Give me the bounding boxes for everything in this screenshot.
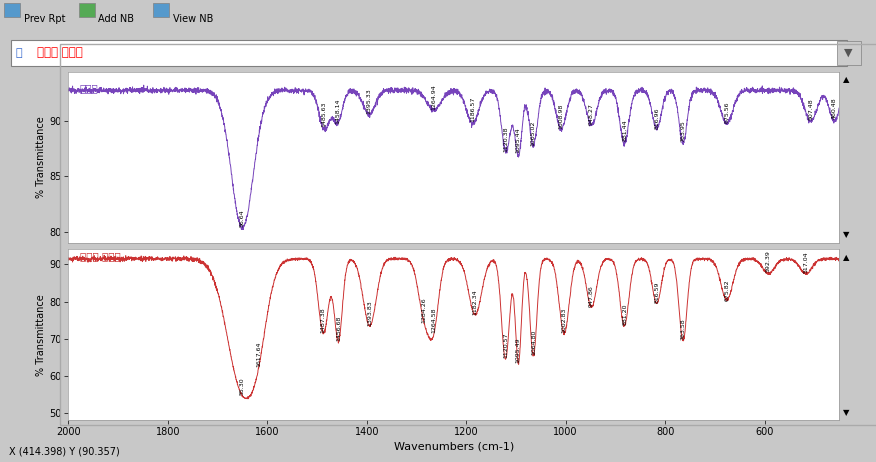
Text: 460.48: 460.48 (831, 97, 837, 119)
Text: Add NB: Add NB (98, 14, 134, 24)
Text: 1485.63: 1485.63 (321, 102, 327, 127)
Text: 마진돌 표준품: 마진돌 표준품 (37, 46, 82, 60)
Text: 1458.14: 1458.14 (336, 98, 340, 124)
Text: 1120.38: 1120.38 (504, 127, 508, 152)
Text: 1395.33: 1395.33 (366, 88, 371, 114)
Text: 마진돌 표준품: 마진돌 표준품 (80, 251, 121, 261)
FancyBboxPatch shape (79, 3, 95, 17)
Text: 816.96: 816.96 (654, 108, 660, 129)
Text: 마진돌: 마진돌 (80, 84, 99, 94)
Text: ▲: ▲ (843, 75, 849, 84)
Text: 675.56: 675.56 (724, 101, 730, 122)
FancyBboxPatch shape (153, 3, 169, 17)
Text: 948.27: 948.27 (589, 103, 594, 124)
Text: 1008.98: 1008.98 (559, 104, 563, 129)
Text: ▼: ▼ (844, 48, 852, 58)
Text: ▼: ▼ (843, 408, 849, 417)
Text: 1393.83: 1393.83 (367, 300, 372, 326)
Text: 881.44: 881.44 (622, 120, 627, 141)
Text: 1002.83: 1002.83 (562, 307, 567, 333)
X-axis label: Wavenumbers (cm-1): Wavenumbers (cm-1) (393, 442, 514, 451)
Text: 1487.38: 1487.38 (321, 307, 326, 333)
Text: 1264.58: 1264.58 (432, 307, 436, 333)
Text: 1182.34: 1182.34 (472, 289, 477, 315)
Text: Prev Rpt: Prev Rpt (24, 14, 65, 24)
Text: 1456.68: 1456.68 (336, 315, 341, 340)
Text: 763.95: 763.95 (681, 120, 686, 142)
FancyBboxPatch shape (4, 3, 20, 17)
Text: 592.39: 592.39 (766, 250, 771, 272)
Text: 675.82: 675.82 (724, 279, 730, 301)
Text: 1095.44: 1095.44 (516, 128, 520, 153)
Text: 1617.64: 1617.64 (256, 342, 261, 367)
Text: 763.58: 763.58 (681, 319, 686, 340)
FancyBboxPatch shape (11, 40, 847, 67)
Text: X (414.398) Y (90.357): X (414.398) Y (90.357) (9, 447, 119, 457)
Text: 816.59: 816.59 (654, 282, 660, 304)
Text: 55.30: 55.30 (240, 377, 245, 395)
Text: 1284.26: 1284.26 (422, 298, 427, 323)
Text: 56.64: 56.64 (240, 210, 245, 227)
Text: 517.04: 517.04 (803, 252, 809, 274)
Text: View NB: View NB (173, 14, 213, 24)
Y-axis label: % Transmittance: % Transmittance (36, 294, 46, 376)
Text: 1065.02: 1065.02 (531, 121, 536, 146)
Text: 1120.57: 1120.57 (503, 333, 508, 359)
Text: 507.48: 507.48 (809, 98, 813, 120)
Text: ▼: ▼ (843, 230, 849, 239)
Text: 1264.94: 1264.94 (431, 84, 436, 110)
Text: 1064.80: 1064.80 (531, 329, 536, 355)
Text: 881.20: 881.20 (622, 303, 627, 325)
Text: ▲: ▲ (843, 253, 849, 262)
Text: 1095.49: 1095.49 (516, 338, 520, 363)
Y-axis label: % Transmittance: % Transmittance (36, 116, 46, 198)
Text: 1186.57: 1186.57 (470, 97, 476, 122)
Text: ⓘ: ⓘ (16, 48, 23, 58)
Text: 947.86: 947.86 (589, 285, 594, 307)
FancyBboxPatch shape (837, 41, 861, 65)
